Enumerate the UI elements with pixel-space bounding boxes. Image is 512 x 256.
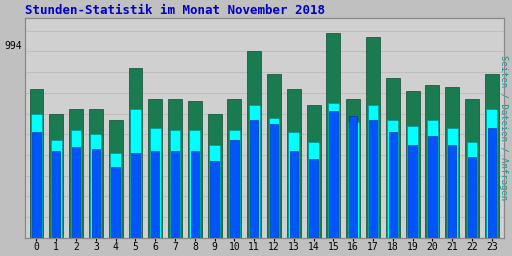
Bar xyxy=(32,132,40,238)
Bar xyxy=(171,151,179,238)
Bar xyxy=(486,109,497,238)
Bar xyxy=(130,109,141,238)
Bar xyxy=(369,120,377,238)
Bar xyxy=(89,109,103,238)
Bar xyxy=(468,157,476,238)
Bar xyxy=(169,130,180,238)
Bar xyxy=(109,120,122,238)
Bar xyxy=(445,87,459,238)
Bar xyxy=(386,78,400,238)
Bar xyxy=(425,84,439,238)
Bar xyxy=(427,120,438,238)
Bar xyxy=(308,143,319,238)
Bar xyxy=(328,103,339,238)
Bar xyxy=(327,33,340,238)
Bar xyxy=(487,128,496,238)
Bar xyxy=(466,143,477,238)
Bar xyxy=(210,161,219,238)
Bar xyxy=(267,74,281,238)
Bar xyxy=(189,130,200,238)
Bar xyxy=(409,145,417,238)
Bar xyxy=(71,130,81,238)
Bar xyxy=(309,159,318,238)
Bar xyxy=(287,89,301,238)
Bar xyxy=(465,99,479,238)
Bar xyxy=(51,140,61,238)
Bar xyxy=(447,128,458,238)
Bar xyxy=(188,101,202,238)
Bar xyxy=(227,99,241,238)
Bar xyxy=(209,145,220,238)
Bar xyxy=(366,37,380,238)
Bar xyxy=(30,89,44,238)
Bar xyxy=(190,151,199,238)
Bar xyxy=(208,113,222,238)
Bar xyxy=(150,128,161,238)
Bar xyxy=(112,167,120,238)
Bar xyxy=(247,51,261,238)
Bar xyxy=(69,109,83,238)
Bar xyxy=(269,118,280,238)
Bar xyxy=(485,74,499,238)
Bar xyxy=(348,122,358,238)
Bar xyxy=(407,126,418,238)
Bar xyxy=(92,149,100,238)
Bar xyxy=(110,153,121,238)
Bar xyxy=(329,111,337,238)
Bar xyxy=(72,147,80,238)
Bar xyxy=(250,120,259,238)
Bar xyxy=(307,105,321,238)
Bar xyxy=(131,153,140,238)
Bar xyxy=(389,132,397,238)
Bar xyxy=(229,130,240,238)
Bar xyxy=(388,120,398,238)
Bar xyxy=(230,140,239,238)
Bar xyxy=(168,99,182,238)
Bar xyxy=(349,116,357,238)
Bar xyxy=(270,124,278,238)
Bar xyxy=(151,151,159,238)
Bar xyxy=(49,113,63,238)
Bar xyxy=(148,99,162,238)
Bar xyxy=(91,134,101,238)
Bar xyxy=(249,105,260,238)
Bar xyxy=(406,91,419,238)
Bar xyxy=(290,151,298,238)
Text: Stunden-Statistik im Monat November 2018: Stunden-Statistik im Monat November 2018 xyxy=(25,4,325,17)
Bar xyxy=(346,99,360,238)
Bar xyxy=(428,136,437,238)
Bar xyxy=(52,151,60,238)
Bar xyxy=(448,145,456,238)
Bar xyxy=(31,113,42,238)
Bar xyxy=(129,68,142,238)
Y-axis label: Seiten / Dateien / Anfragen: Seiten / Dateien / Anfragen xyxy=(499,56,508,200)
Bar xyxy=(368,105,378,238)
Bar xyxy=(288,132,299,238)
